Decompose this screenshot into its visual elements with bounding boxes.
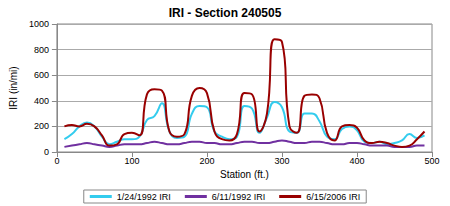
svg-text:300: 300 (274, 156, 289, 166)
svg-text:IRI - Section 240505: IRI - Section 240505 (169, 6, 282, 20)
svg-text:600: 600 (34, 70, 49, 80)
svg-text:400: 400 (34, 96, 49, 106)
svg-text:1/24/1992 IRI: 1/24/1992 IRI (117, 192, 171, 202)
svg-text:0: 0 (44, 147, 49, 157)
svg-text:400: 400 (349, 156, 364, 166)
svg-text:800: 800 (34, 45, 49, 55)
svg-text:0: 0 (54, 156, 59, 166)
svg-text:6/11/1992 IRI: 6/11/1992 IRI (212, 192, 265, 202)
svg-text:IRI (in/mi): IRI (in/mi) (8, 66, 19, 109)
svg-text:200: 200 (199, 156, 214, 166)
svg-text:Station (ft.): Station (ft.) (220, 169, 269, 180)
svg-text:6/15/2006 IRI: 6/15/2006 IRI (306, 192, 360, 202)
svg-text:100: 100 (124, 156, 139, 166)
svg-text:200: 200 (34, 121, 49, 131)
svg-text:1000: 1000 (29, 19, 49, 29)
svg-text:500: 500 (424, 156, 439, 166)
